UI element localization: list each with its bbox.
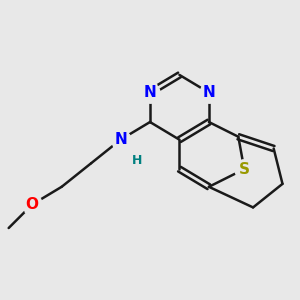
- Text: N: N: [144, 85, 156, 100]
- Text: S: S: [239, 162, 250, 177]
- Text: N: N: [114, 132, 127, 147]
- Text: O: O: [26, 197, 39, 212]
- Text: H: H: [132, 154, 143, 167]
- Text: N: N: [202, 85, 215, 100]
